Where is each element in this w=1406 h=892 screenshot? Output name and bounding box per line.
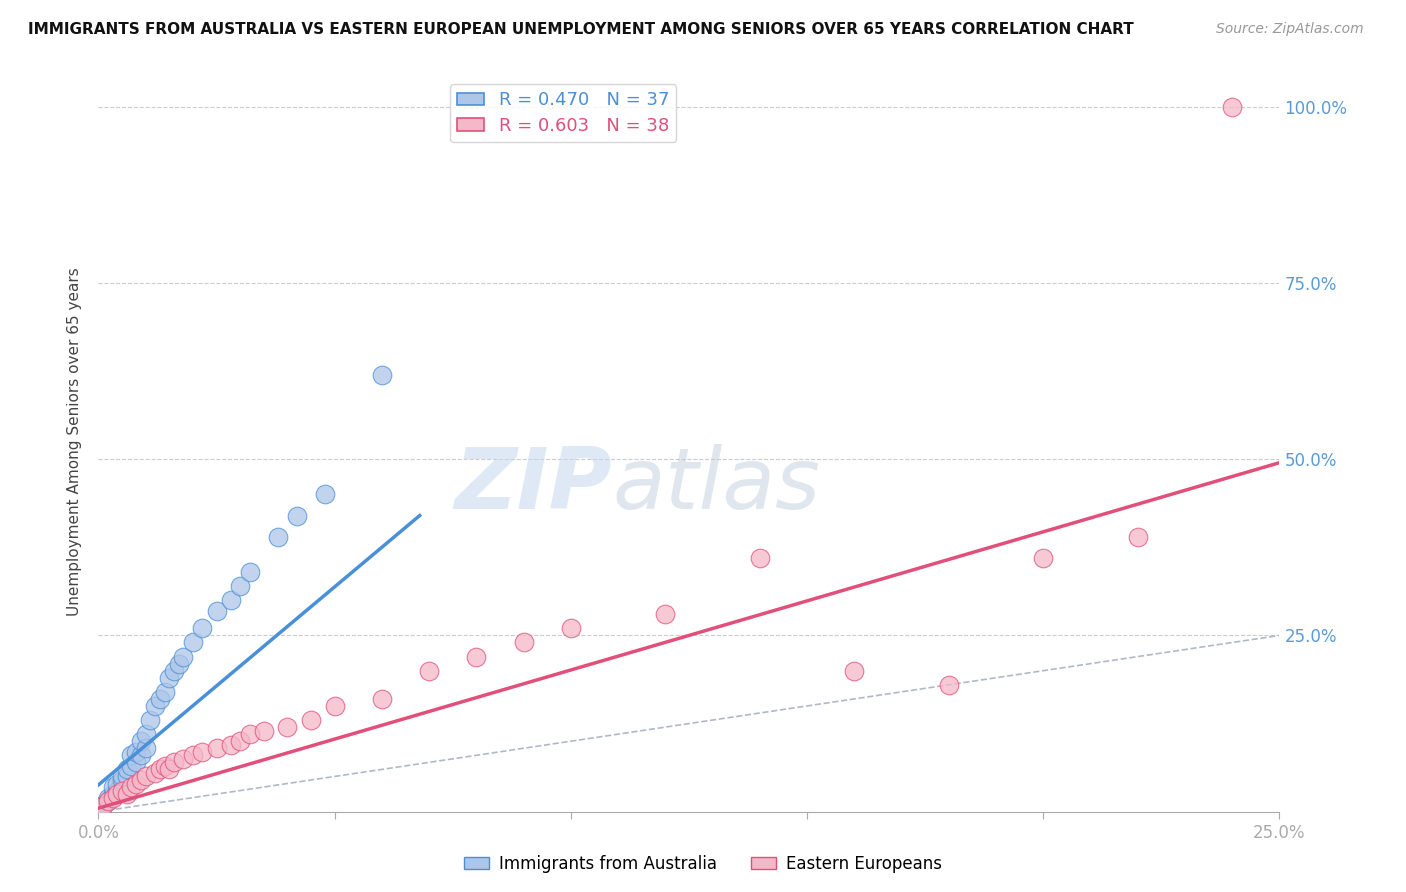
Point bbox=[418, 664, 440, 678]
Point bbox=[105, 783, 128, 797]
Point bbox=[101, 790, 124, 805]
Point bbox=[844, 664, 866, 678]
Point bbox=[167, 657, 190, 671]
Point bbox=[143, 698, 166, 713]
Point bbox=[115, 787, 138, 801]
Point bbox=[229, 579, 252, 593]
Point bbox=[172, 752, 194, 766]
Point bbox=[157, 671, 180, 685]
Point bbox=[105, 776, 128, 790]
Point bbox=[1220, 100, 1243, 114]
Text: atlas: atlas bbox=[612, 444, 820, 527]
Point bbox=[1032, 550, 1054, 565]
Point bbox=[105, 787, 128, 801]
Point bbox=[129, 772, 152, 787]
Text: Source: ZipAtlas.com: Source: ZipAtlas.com bbox=[1216, 22, 1364, 37]
Point bbox=[153, 759, 176, 773]
Point bbox=[299, 713, 322, 727]
Point bbox=[129, 748, 152, 763]
Point bbox=[229, 734, 252, 748]
Point bbox=[153, 685, 176, 699]
Point bbox=[748, 550, 770, 565]
Point bbox=[125, 776, 148, 790]
Point bbox=[371, 368, 394, 382]
Point bbox=[205, 604, 228, 618]
Point bbox=[135, 727, 157, 741]
Point bbox=[115, 769, 138, 783]
Point bbox=[253, 723, 276, 738]
Point bbox=[111, 769, 134, 783]
Point bbox=[97, 794, 120, 808]
Point bbox=[1126, 530, 1149, 544]
Point bbox=[323, 698, 346, 713]
Point bbox=[172, 649, 194, 664]
Point bbox=[91, 797, 114, 812]
Point bbox=[181, 635, 204, 649]
Point bbox=[91, 799, 114, 814]
Text: IMMIGRANTS FROM AUSTRALIA VS EASTERN EUROPEAN UNEMPLOYMENT AMONG SENIORS OVER 65: IMMIGRANTS FROM AUSTRALIA VS EASTERN EUR… bbox=[28, 22, 1133, 37]
Point bbox=[111, 772, 134, 787]
Point bbox=[239, 565, 262, 579]
Point bbox=[101, 780, 124, 794]
Point bbox=[129, 734, 152, 748]
Point bbox=[143, 766, 166, 780]
Point bbox=[285, 508, 308, 523]
Point bbox=[163, 664, 186, 678]
Point bbox=[191, 745, 214, 759]
Point bbox=[191, 621, 214, 635]
Legend: R = 0.470   N = 37, R = 0.603   N = 38: R = 0.470 N = 37, R = 0.603 N = 38 bbox=[450, 84, 676, 142]
Point bbox=[163, 756, 186, 770]
Point bbox=[219, 738, 242, 752]
Point bbox=[371, 692, 394, 706]
Point bbox=[111, 783, 134, 797]
Point bbox=[267, 530, 290, 544]
Point bbox=[121, 748, 143, 763]
Point bbox=[512, 635, 534, 649]
Point bbox=[97, 794, 120, 808]
Y-axis label: Unemployment Among Seniors over 65 years: Unemployment Among Seniors over 65 years bbox=[67, 268, 83, 615]
Point bbox=[115, 763, 138, 777]
Text: ZIP: ZIP bbox=[454, 444, 612, 527]
Legend: Immigrants from Australia, Eastern Europeans: Immigrants from Australia, Eastern Europ… bbox=[458, 848, 948, 880]
Point bbox=[125, 756, 148, 770]
Point bbox=[135, 769, 157, 783]
Point bbox=[276, 720, 298, 734]
Point bbox=[560, 621, 582, 635]
Point bbox=[135, 741, 157, 756]
Point bbox=[121, 759, 143, 773]
Point bbox=[654, 607, 676, 622]
Point bbox=[149, 692, 172, 706]
Point bbox=[97, 790, 120, 805]
Point bbox=[314, 487, 336, 501]
Point bbox=[101, 787, 124, 801]
Point bbox=[157, 763, 180, 777]
Point bbox=[125, 745, 148, 759]
Point bbox=[219, 593, 242, 607]
Point bbox=[139, 713, 162, 727]
Point bbox=[181, 748, 204, 763]
Point bbox=[121, 780, 143, 794]
Point bbox=[938, 678, 960, 692]
Point bbox=[239, 727, 262, 741]
Point bbox=[465, 649, 488, 664]
Point bbox=[205, 741, 228, 756]
Point bbox=[149, 763, 172, 777]
